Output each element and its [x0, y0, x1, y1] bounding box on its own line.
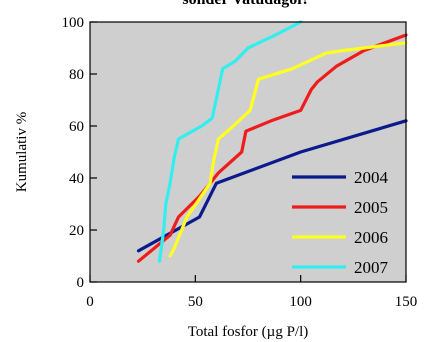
y-tick-label: 40	[69, 171, 84, 187]
legend-label-2005: 2005	[354, 198, 388, 217]
chart-title: sonder Vatudagöl?	[182, 0, 309, 8]
ticks-layer: 0 50 100 150 0 20 40 60 80 100	[62, 15, 418, 310]
series-layer	[136, 20, 408, 263]
x-tick-label: 100	[289, 294, 312, 310]
plot-frame	[89, 21, 407, 283]
y-axis-label: Kumulativ %	[14, 112, 30, 192]
series-line-2006	[168, 41, 408, 258]
y-tick-label: 0	[77, 275, 85, 291]
legend-label-2007: 2007	[354, 258, 389, 277]
y-tick-label: 60	[69, 119, 84, 135]
legend-label-2004: 2004	[354, 168, 389, 187]
x-tick-label: 150	[395, 294, 418, 310]
y-tick-label: 80	[69, 67, 84, 83]
series-line-2004	[136, 119, 408, 253]
x-tick-label: 50	[188, 294, 203, 310]
series-line-2007	[157, 20, 303, 263]
y-tick-label: 100	[62, 15, 85, 31]
plot-area	[90, 22, 406, 282]
series-line-2005	[136, 33, 408, 263]
legend: 2004 2005 2006 2007	[292, 168, 389, 277]
axes-layer	[89, 21, 407, 283]
legend-label-2006: 2006	[354, 228, 388, 247]
y-tick-label: 20	[69, 223, 84, 239]
x-axis-label: Total fosfor (µg P/l)	[188, 324, 309, 340]
x-tick-label: 0	[86, 294, 94, 310]
